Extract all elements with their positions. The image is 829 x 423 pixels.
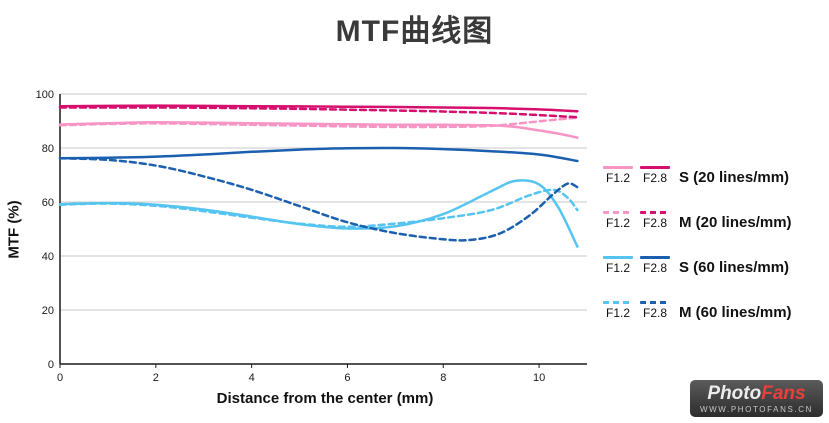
legend-line-f12 (603, 211, 633, 214)
legend-aperture-label: F2.8 (642, 216, 667, 230)
legend-line-f28 (640, 256, 670, 259)
photofans-logo: PhotoFans WWW.PHOTOFANS.CN (689, 380, 823, 417)
legend-aperture-label: F1.2 (605, 306, 630, 320)
legend-item-s20: F1.2 F2.8 S (20 lines/mm) (602, 165, 828, 185)
photofans-wordmark: PhotoFans (700, 384, 813, 403)
legend-series-label: S (60 lines/mm) (679, 259, 790, 276)
svg-text:100: 100 (36, 89, 54, 101)
legend-aperture-label: F2.8 (642, 306, 667, 320)
legend-item-m60: F1.2 F2.8 M (60 lines/mm) (602, 300, 828, 320)
legend-series-label: S (20 lines/mm) (679, 169, 790, 186)
svg-text:0: 0 (57, 372, 63, 384)
chart-legend: F1.2 F2.8 S (20 lines/mm) F1.2 F2.8 M (2… (602, 165, 828, 345)
logo-text-fans: Fans (761, 383, 806, 404)
svg-text:8: 8 (440, 372, 446, 384)
legend-swatch-col: F2.8 (639, 256, 671, 275)
legend-aperture-label: F1.2 (605, 171, 630, 185)
svg-text:4: 4 (249, 372, 255, 384)
legend-swatch-col: F1.2 (602, 211, 634, 230)
legend-aperture-label: F2.8 (642, 261, 667, 275)
legend-item-s60: F1.2 F2.8 S (60 lines/mm) (602, 255, 828, 275)
legend-line-f12 (603, 301, 633, 304)
legend-aperture-label: F2.8 (642, 171, 667, 185)
svg-text:20: 20 (42, 305, 54, 317)
legend-swatch-col: F1.2 (602, 256, 634, 275)
svg-text:2: 2 (153, 372, 159, 384)
legend-item-m20: F1.2 F2.8 M (20 lines/mm) (602, 210, 828, 230)
legend-swatch-col: F1.2 (602, 301, 634, 320)
svg-text:60: 60 (42, 197, 54, 209)
logo-text-photo: Photo (707, 383, 762, 404)
logo-url: WWW.PHOTOFANS.CN (699, 405, 813, 414)
legend-line-f12 (603, 166, 633, 169)
legend-line-f28 (640, 211, 670, 214)
legend-line-f28 (640, 166, 670, 169)
legend-series-label: M (20 lines/mm) (679, 214, 792, 231)
legend-series-label: M (60 lines/mm) (679, 304, 792, 321)
legend-swatch-col: F2.8 (639, 166, 671, 185)
legend-line-f28 (640, 301, 670, 304)
y-axis-label: MTF (%) (5, 200, 23, 259)
svg-text:0: 0 (48, 359, 54, 371)
svg-text:6: 6 (344, 372, 350, 384)
svg-text:80: 80 (42, 143, 54, 155)
legend-aperture-label: F1.2 (605, 261, 630, 275)
legend-line-f12 (603, 256, 633, 259)
svg-text:40: 40 (42, 251, 54, 263)
page-title: MTF曲线图 (335, 15, 494, 48)
x-axis-label: Distance from the center (mm) (216, 390, 434, 407)
legend-swatch-col: F1.2 (602, 166, 634, 185)
legend-aperture-label: F1.2 (605, 216, 630, 230)
svg-text:10: 10 (533, 372, 545, 384)
mtf-line-chart: 0 20 40 60 80 100 0 2 4 6 8 10 (36, 89, 587, 384)
legend-swatch-col: F2.8 (639, 301, 671, 320)
legend-swatch-col: F2.8 (639, 211, 671, 230)
